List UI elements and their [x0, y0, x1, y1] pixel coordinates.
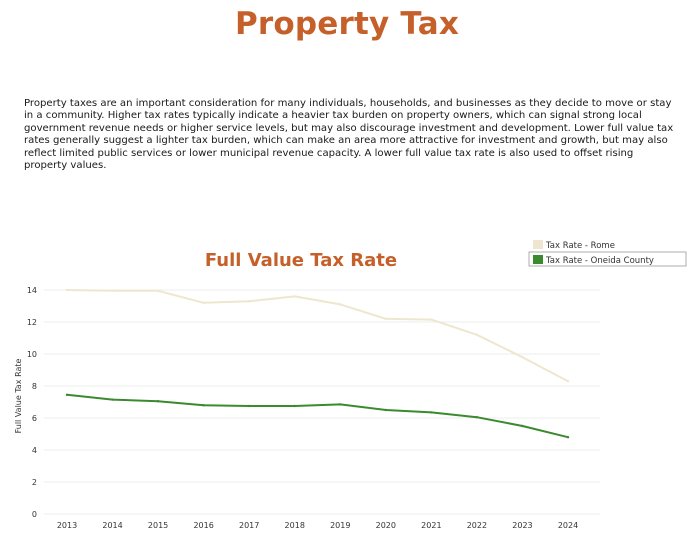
- data-point-rome: [156, 289, 160, 292]
- y-axis-label: Full Value Tax Rate: [14, 359, 23, 434]
- legend-swatch-rome: [533, 240, 543, 249]
- data-point-oneida-county: [339, 403, 342, 406]
- data-point-rome: [475, 333, 479, 336]
- data-point-oneida-county: [111, 398, 114, 401]
- legend-swatch-oneida: [533, 255, 543, 264]
- y-tick-labels: 0 2 4 6 8 10 12 14: [27, 286, 37, 519]
- data-point-oneida-county: [566, 436, 570, 439]
- chart-area: Full Value Tax Rate Full Value Tax Rate …: [0, 228, 694, 554]
- x-tick-label: 2021: [421, 521, 441, 530]
- data-point-oneida-county: [247, 404, 251, 408]
- data-point-rome: [111, 289, 114, 292]
- y-tick-label: 8: [32, 382, 37, 391]
- grid-lines: [44, 289, 600, 515]
- y-tick-label: 10: [27, 350, 37, 359]
- series-line-oneida-county: [66, 393, 569, 439]
- data-point-oneida-county: [430, 411, 433, 414]
- legend: Tax Rate - Rome Tax Rate - Oneida County: [528, 240, 687, 267]
- x-tick-label: 2014: [102, 521, 122, 530]
- x-tick-label: 2023: [512, 521, 532, 530]
- y-tick-label: 14: [27, 286, 37, 295]
- page-title: Property Tax: [234, 6, 460, 42]
- data-point-oneida-county: [202, 404, 205, 407]
- data-point-oneida-county: [384, 408, 388, 412]
- x-tick-labels: 2013 2014 2015 2016 2017 2018 2019 2020 2021 2022…: [57, 521, 578, 530]
- data-point-oneida-county: [475, 416, 479, 419]
- x-tick-label: 2020: [376, 521, 396, 530]
- legend-selected-box: [528, 251, 687, 267]
- x-tick-label: 2013: [57, 521, 77, 530]
- data-point-rome: [247, 300, 251, 303]
- x-tick-label: 2018: [285, 521, 305, 530]
- x-tick-label: 2024: [558, 521, 578, 530]
- data-point-rome: [293, 295, 296, 298]
- x-tick-label: 2019: [330, 521, 350, 530]
- data-point-oneida-county: [521, 424, 524, 428]
- tax-rate-line-chart: Full Value Tax Rate Full Value Tax Rate …: [14, 240, 687, 530]
- x-tick-label: 2017: [239, 521, 259, 530]
- y-tick-label: 0: [32, 510, 37, 519]
- intro-paragraph: Property taxes are an important consider…: [24, 98, 674, 172]
- x-tick-label: 2022: [467, 521, 487, 530]
- y-tick-label: 4: [32, 446, 37, 455]
- x-tick-label: 2016: [193, 521, 213, 530]
- data-point-rome: [384, 317, 388, 320]
- data-point-oneida-county: [156, 400, 160, 403]
- data-point-rome: [521, 356, 524, 359]
- data-point-rome: [65, 288, 69, 292]
- data-point-rome: [430, 318, 433, 321]
- data-point-oneida-county: [293, 404, 296, 408]
- data-point-oneida-county: [65, 393, 69, 396]
- data-point-rome: [339, 303, 342, 306]
- y-tick-label: 2: [32, 478, 37, 487]
- series-lines: [65, 288, 570, 439]
- legend-label-oneida: Tax Rate - Oneida County: [545, 256, 654, 266]
- data-point-rome: [566, 380, 570, 383]
- data-point-rome: [202, 301, 205, 304]
- y-tick-label: 12: [27, 318, 37, 327]
- y-tick-label: 6: [32, 414, 37, 423]
- x-tick-label: 2015: [148, 521, 168, 530]
- series-line-rome: [66, 289, 569, 383]
- legend-label-rome: Tax Rate - Rome: [545, 241, 615, 251]
- chart-title: Full Value Tax Rate: [205, 250, 397, 271]
